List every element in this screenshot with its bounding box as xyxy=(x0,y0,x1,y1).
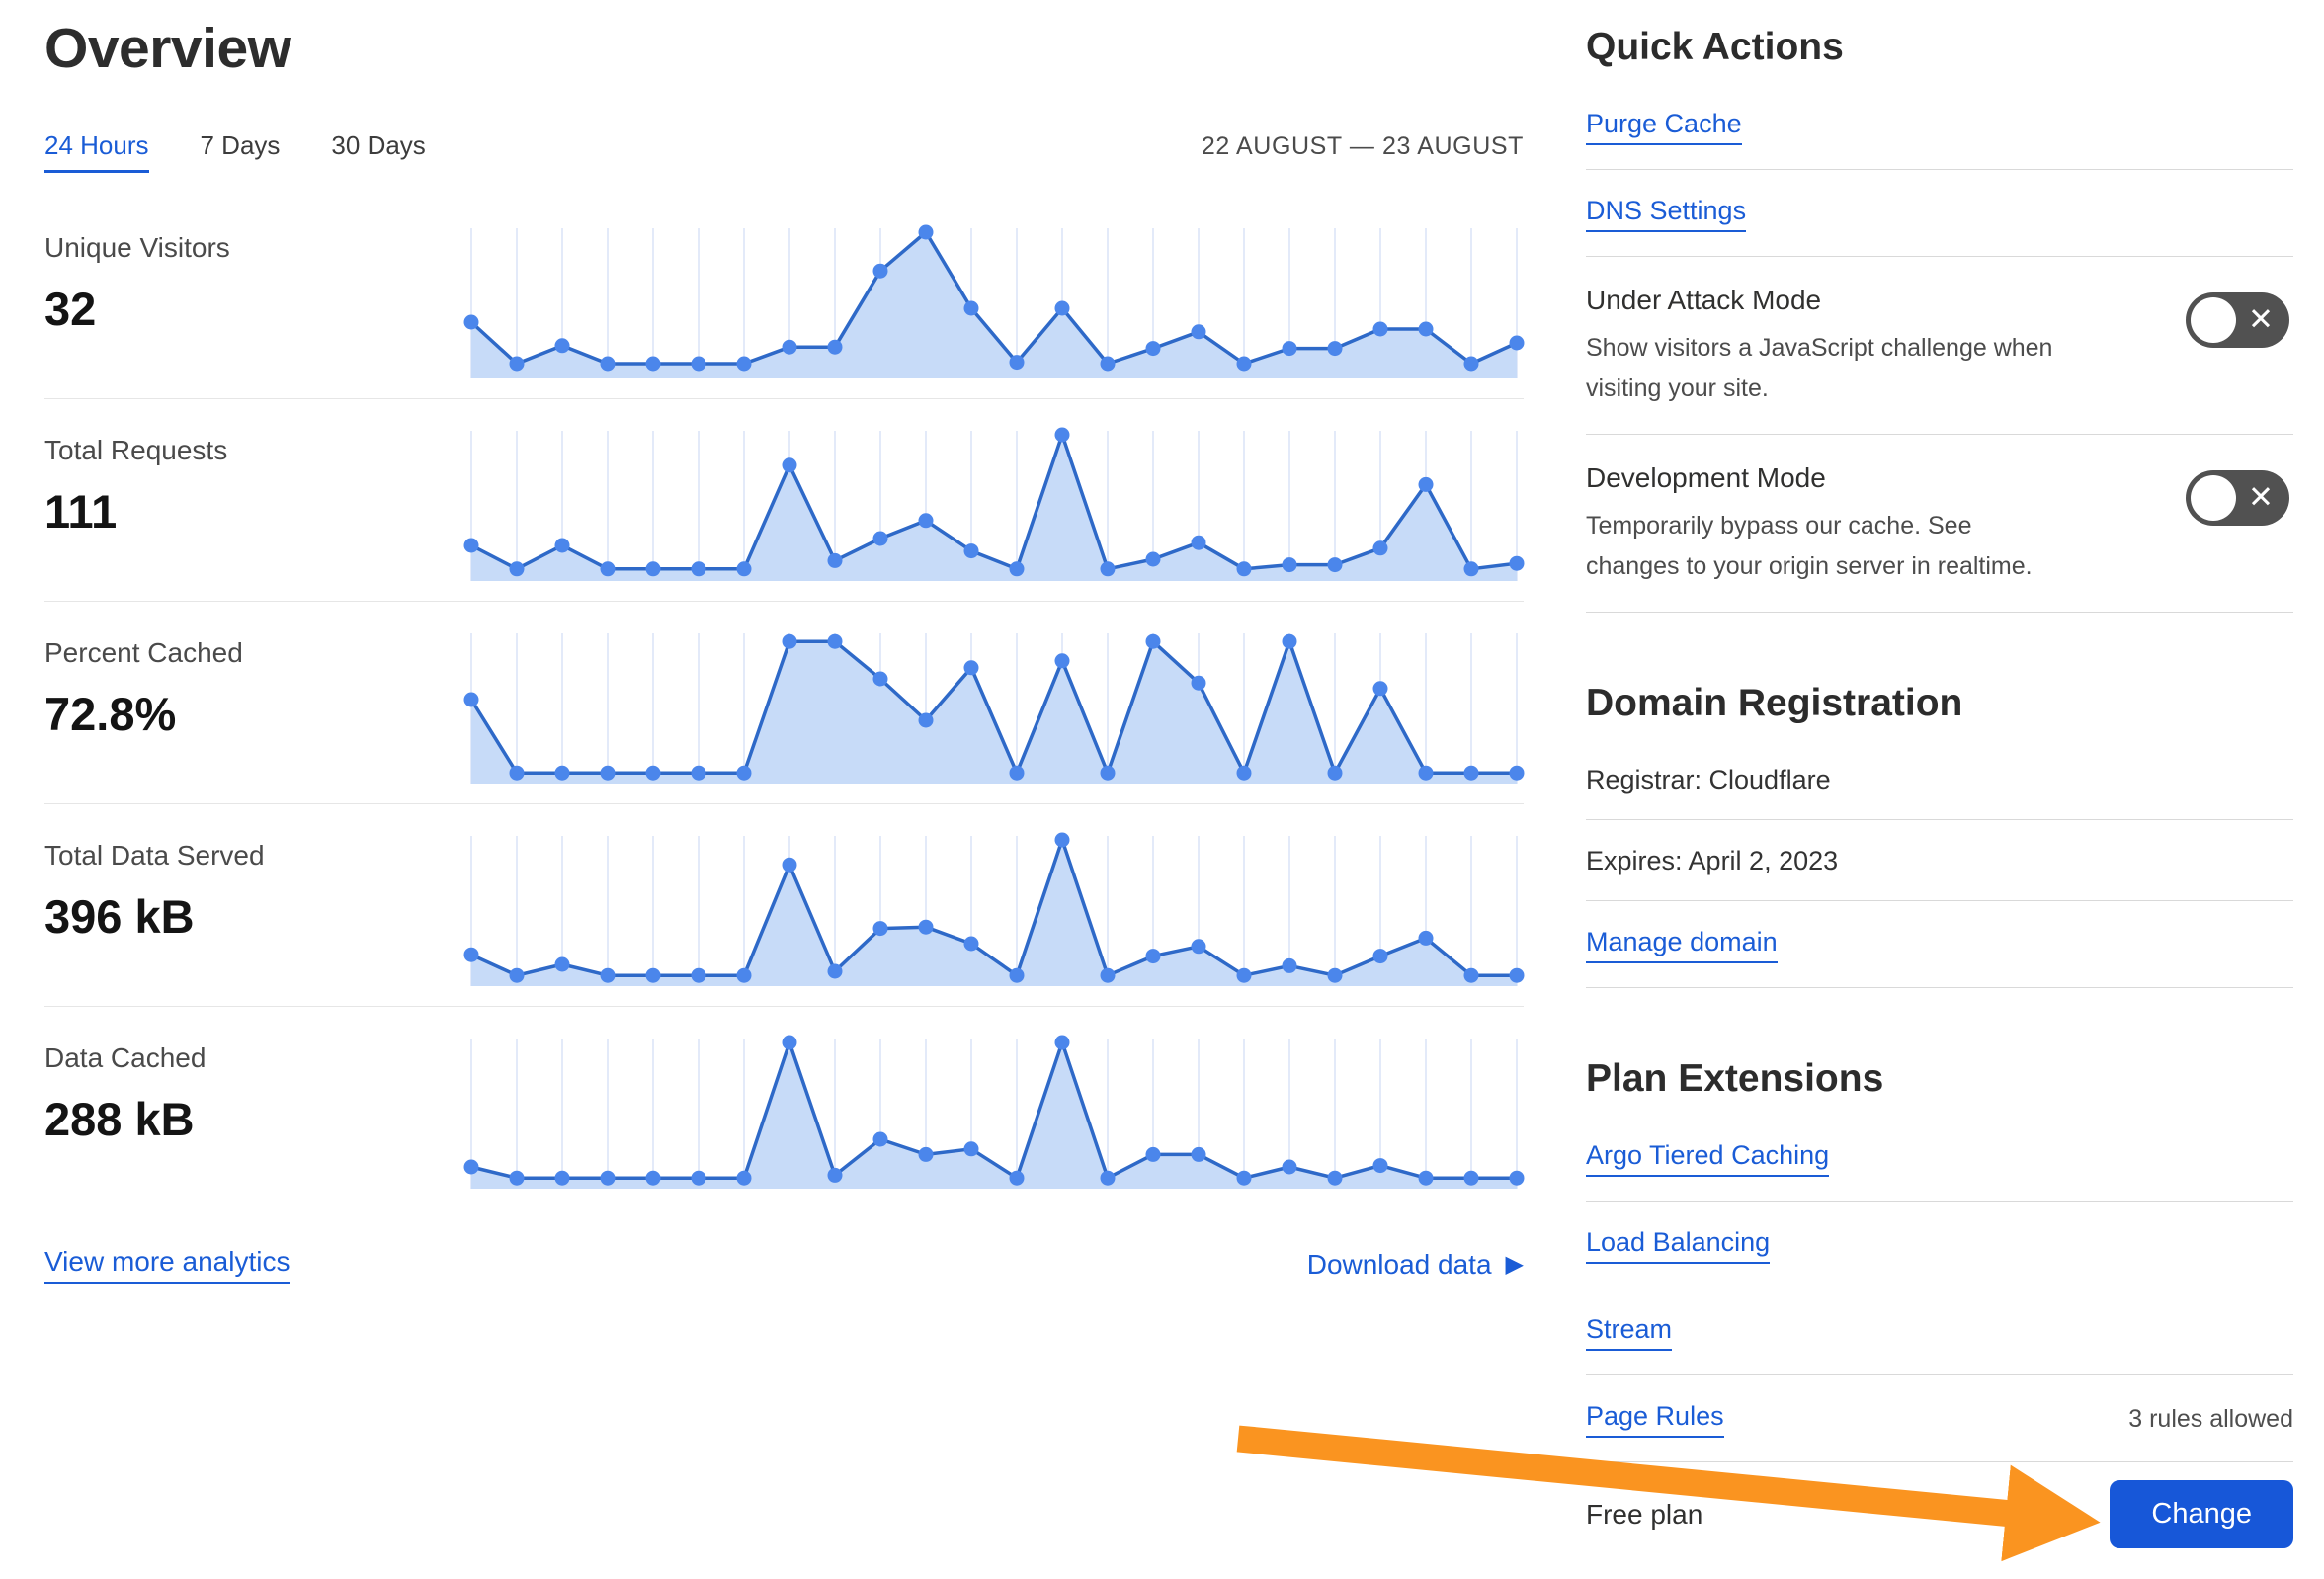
metric-row: Unique Visitors 32 xyxy=(44,197,1525,399)
argo-tiered-caching-row: Argo Tiered Caching xyxy=(1586,1115,2293,1202)
toggle-x-icon: ✕ xyxy=(2248,479,2274,515)
download-data-label: Download data xyxy=(1306,1249,1492,1280)
domain-registration-heading: Domain Registration xyxy=(1586,682,1963,724)
plan-extensions-heading: Plan Extensions xyxy=(1586,1057,1884,1100)
metric-row: Percent Cached 72.8% xyxy=(44,602,1525,804)
metric-value: 32 xyxy=(44,283,97,335)
toggle-knob xyxy=(2191,297,2236,343)
expires-row: Expires: April 2, 2023 xyxy=(1586,820,2293,901)
metric-label: Data Cached xyxy=(44,1042,207,1073)
change-plan-button[interactable]: Change xyxy=(2110,1480,2293,1548)
manage-domain-link[interactable]: Manage domain xyxy=(1586,927,1778,963)
stream-link[interactable]: Stream xyxy=(1586,1314,1673,1351)
under-attack-mode-block: Under Attack Mode Show visitors a JavaSc… xyxy=(1586,257,2293,435)
dns-settings-row: DNS Settings xyxy=(1586,170,2293,257)
time-range-tabs: 24 Hours 7 Days 30 Days 22 AUGUST — 23 A… xyxy=(44,130,1524,173)
free-plan-label: Free plan xyxy=(1586,1498,1703,1530)
page-rules-row: Page Rules 3 rules allowed xyxy=(1586,1375,2293,1462)
metric-row: Data Cached 288 kB xyxy=(44,1007,1525,1208)
quick-actions-heading: Quick Actions xyxy=(1586,26,1844,68)
page-title: Overview xyxy=(44,17,291,80)
view-more-analytics-link[interactable]: View more analytics xyxy=(44,1246,290,1284)
sidebar: Quick Actions Purge Cache DNS Settings U… xyxy=(1586,0,2293,1462)
overview-panel: Overview 24 Hours 7 Days 30 Days 22 AUGU… xyxy=(44,0,1525,1284)
toggle-knob xyxy=(2191,475,2236,521)
metric-info: Total Data Served 396 kB xyxy=(44,824,461,994)
sparkline-chart xyxy=(463,633,1525,784)
metric-label: Percent Cached xyxy=(44,637,243,668)
download-data-link[interactable]: Download data ▶ xyxy=(1307,1249,1524,1281)
tab-30-days[interactable]: 30 Days xyxy=(331,130,426,160)
metric-value: 396 kB xyxy=(44,890,195,943)
stream-row: Stream xyxy=(1586,1288,2293,1375)
play-icon: ▶ xyxy=(1505,1251,1524,1278)
development-mode-description: Temporarily bypass our cache. See change… xyxy=(1586,512,2033,580)
toggle-x-icon: ✕ xyxy=(2248,301,2274,337)
metric-info: Total Requests 111 xyxy=(44,419,461,589)
metric-value: 111 xyxy=(44,485,118,538)
under-attack-mode-toggle[interactable]: ✕ xyxy=(2186,292,2289,348)
purge-cache-link[interactable]: Purge Cache xyxy=(1586,109,1742,145)
under-attack-mode-description: Show visitors a JavaScript challenge whe… xyxy=(1586,334,2053,402)
purge-cache-row: Purge Cache xyxy=(1586,83,2293,170)
plan-row: Free plan Change xyxy=(1586,1480,2293,1548)
metric-info: Percent Cached 72.8% xyxy=(44,622,461,791)
development-mode-block: Development Mode Temporarily bypass our … xyxy=(1586,435,2293,613)
metric-value: 72.8% xyxy=(44,688,177,740)
load-balancing-row: Load Balancing xyxy=(1586,1202,2293,1288)
metric-info: Unique Visitors 32 xyxy=(44,216,461,386)
dns-settings-link[interactable]: DNS Settings xyxy=(1586,196,1747,232)
tab-7-days[interactable]: 7 Days xyxy=(200,130,281,160)
registrar-row: Registrar: Cloudflare xyxy=(1586,739,2293,820)
under-attack-mode-title: Under Attack Mode xyxy=(1586,285,1822,315)
metric-row: Total Data Served 396 kB xyxy=(44,804,1525,1007)
analytics-footer: View more analytics Download data ▶ xyxy=(44,1246,1524,1284)
metric-label: Total Requests xyxy=(44,435,228,465)
metric-label: Total Data Served xyxy=(44,840,265,871)
date-range: 22 AUGUST — 23 AUGUST xyxy=(1201,132,1524,160)
metric-row: Total Requests 111 xyxy=(44,399,1525,602)
tab-24-hours[interactable]: 24 Hours xyxy=(44,130,149,173)
metrics-list: Unique Visitors 32 Total Requests 111 Percen… xyxy=(44,197,1525,1208)
metric-value: 288 kB xyxy=(44,1093,195,1145)
sparkline-chart xyxy=(463,224,1525,378)
metric-label: Unique Visitors xyxy=(44,232,230,263)
sparkline-chart xyxy=(463,1035,1525,1189)
page-rules-note: 3 rules allowed xyxy=(2128,1405,2293,1433)
argo-tiered-caching-link[interactable]: Argo Tiered Caching xyxy=(1586,1140,1830,1177)
metric-info: Data Cached 288 kB xyxy=(44,1027,461,1197)
load-balancing-link[interactable]: Load Balancing xyxy=(1586,1227,1771,1264)
sparkline-chart xyxy=(463,832,1525,986)
development-mode-toggle[interactable]: ✕ xyxy=(2186,470,2289,526)
sparkline-chart xyxy=(463,427,1525,581)
development-mode-title: Development Mode xyxy=(1586,462,1826,493)
manage-domain-row: Manage domain xyxy=(1586,901,2293,988)
page-rules-link[interactable]: Page Rules xyxy=(1586,1401,1724,1438)
